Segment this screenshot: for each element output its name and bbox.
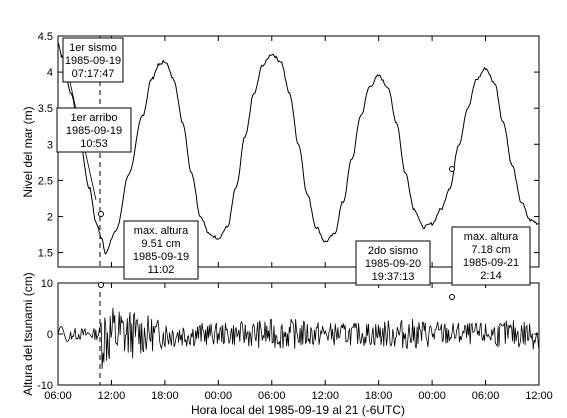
max2-line-4: 2:14 [480, 270, 501, 282]
annotation-arribo: 1er arribo 1985-09-19 10:53 [56, 107, 132, 153]
max2-sea-level-marker [449, 166, 455, 172]
arribo-line-1: 1er arribo [70, 112, 117, 124]
arrival-marker [98, 211, 104, 217]
x-axis-label: Hora local del 1985-09-19 al 21 (-6UTC) [191, 403, 405, 417]
xtick-label: 12:00 [98, 390, 126, 402]
annotation-max2: max. altura 7.18 cm 1985-09-21 2:14 [451, 226, 531, 286]
tsunami-ytick-label: 10 [41, 278, 53, 290]
arribo-line-2: 1985-09-19 [66, 125, 122, 137]
xtick-label: 18:00 [365, 390, 393, 402]
xtick-label: 00:00 [418, 390, 446, 402]
tsunami-y-label: Altura del tsunami (cm) [21, 272, 35, 395]
arribo-line-3: 10:53 [80, 138, 108, 150]
max1-line-1: max. altura [134, 225, 189, 237]
xtick-label: 18:00 [151, 390, 179, 402]
time-x-ticks: 06:00 12:00 18:00 00:00 06:00 12:00 18:00 00:00… [44, 36, 553, 402]
sea-level-ytick-label: 2 [47, 211, 53, 223]
sea-level-y-label: Nivel del mar (m) [21, 106, 35, 197]
max1-line-3: 1985-09-19 [133, 251, 189, 263]
sea-level-ytick-label: 1.5 [38, 248, 53, 260]
sea-level-ytick-label: 4 [47, 67, 53, 79]
max2-line-1: max. altura [464, 231, 519, 243]
sea-level-series [57, 42, 539, 255]
xtick-label: 00:00 [205, 390, 233, 402]
sismo2-line-3: 19:37:13 [372, 271, 415, 283]
max1-marker [98, 282, 104, 288]
sea-level-ytick-label: 2.5 [38, 175, 53, 187]
xtick-label: 06:00 [258, 390, 286, 402]
max1-line-2: 9.51 cm [141, 238, 180, 250]
tsunami-series [57, 307, 539, 369]
sismo1-line-2: 1985-09-19 [65, 55, 121, 67]
tsunami-y-ticks: -10 0 10 [37, 278, 539, 392]
sismo1-line-3: 07:17:47 [72, 68, 115, 80]
sismo1-line-1: 1er sismo [69, 42, 117, 54]
max2-marker [449, 294, 455, 300]
annotation-sismo1: 1er sismo 1985-09-19 07:17:47 [62, 37, 124, 83]
xtick-label: 12:00 [525, 390, 553, 402]
xtick-label: 06:00 [472, 390, 500, 402]
annotation-sismo2: 2do sismo 1985-09-20 19:37:13 [355, 240, 431, 286]
xtick-label: 12:00 [311, 390, 339, 402]
max2-line-2: 7.18 cm [471, 244, 510, 256]
tsunami-ytick-label: -10 [37, 380, 53, 392]
sea-level-ytick-label: 3.5 [38, 103, 53, 115]
sismo2-line-2: 1985-09-20 [365, 258, 421, 270]
xtick-label: 06:00 [44, 390, 72, 402]
max1-line-4: 11:02 [148, 264, 175, 276]
annotation-max1: max. altura 9.51 cm 1985-09-19 11:02 [123, 220, 199, 280]
sea-level-ytick-label: 4.5 [38, 31, 53, 43]
sismo2-line-1: 2do sismo [368, 245, 418, 257]
sea-level-ytick-label: 3 [47, 139, 53, 151]
max2-line-3: 1985-09-21 [463, 257, 519, 269]
tsunami-ytick-label: 0 [47, 329, 53, 341]
